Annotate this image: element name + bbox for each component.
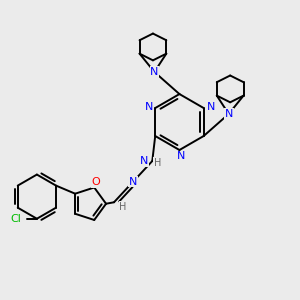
Text: N: N — [140, 156, 148, 166]
Text: Cl: Cl — [11, 214, 21, 224]
Text: N: N — [177, 152, 185, 161]
Text: O: O — [91, 177, 100, 187]
Text: N: N — [207, 102, 215, 112]
Text: N: N — [150, 67, 159, 77]
Text: H: H — [154, 158, 161, 167]
Text: N: N — [145, 102, 153, 112]
Text: H: H — [119, 202, 127, 212]
Text: N: N — [129, 177, 137, 187]
Text: N: N — [224, 109, 233, 119]
